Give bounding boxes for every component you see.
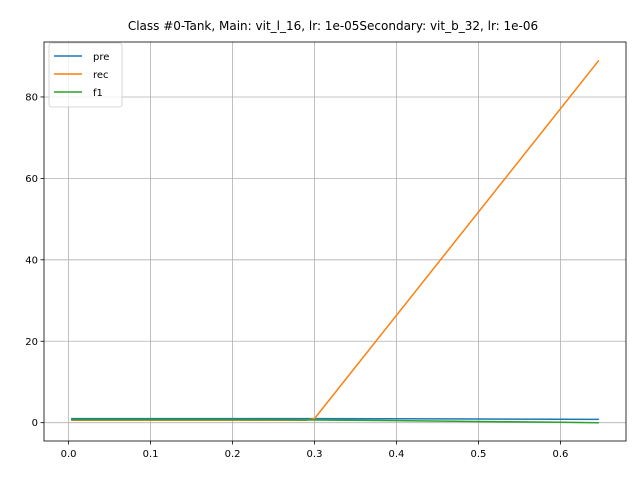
legend-label-rec: rec xyxy=(93,70,109,81)
legend-label-pre: pre xyxy=(93,52,109,63)
x-tick-label: 0.6 xyxy=(552,449,568,460)
x-tick-label: 0.2 xyxy=(225,449,241,460)
plot-frame xyxy=(43,41,627,442)
y-tick-label: 80 xyxy=(25,92,38,103)
grid xyxy=(44,42,626,441)
legend: pre rec f1 xyxy=(48,42,123,108)
series-lines xyxy=(71,59,600,424)
x-tick-label: 0.3 xyxy=(307,449,323,460)
axis-ticks: 0.0 0.1 0.2 0.3 0.4 0.5 0.6 0 20 40 60 80 xyxy=(25,92,568,460)
series-line-f1 xyxy=(71,418,599,424)
legend-label-f1: f1 xyxy=(93,88,103,99)
y-tick-label: 60 xyxy=(25,174,38,185)
chart-title: Class #0-Tank, Main: vit_l_16, lr: 1e-05… xyxy=(128,19,538,33)
x-tick-label: 0.4 xyxy=(389,449,405,460)
y-tick-label: 40 xyxy=(25,255,38,266)
x-tick-label: 0.5 xyxy=(470,449,486,460)
x-tick-label: 0.1 xyxy=(143,449,159,460)
x-tick-label: 0.0 xyxy=(61,449,77,460)
legend-box xyxy=(48,42,123,108)
y-tick-label: 20 xyxy=(25,337,38,348)
y-tick-label: 0 xyxy=(32,418,38,429)
